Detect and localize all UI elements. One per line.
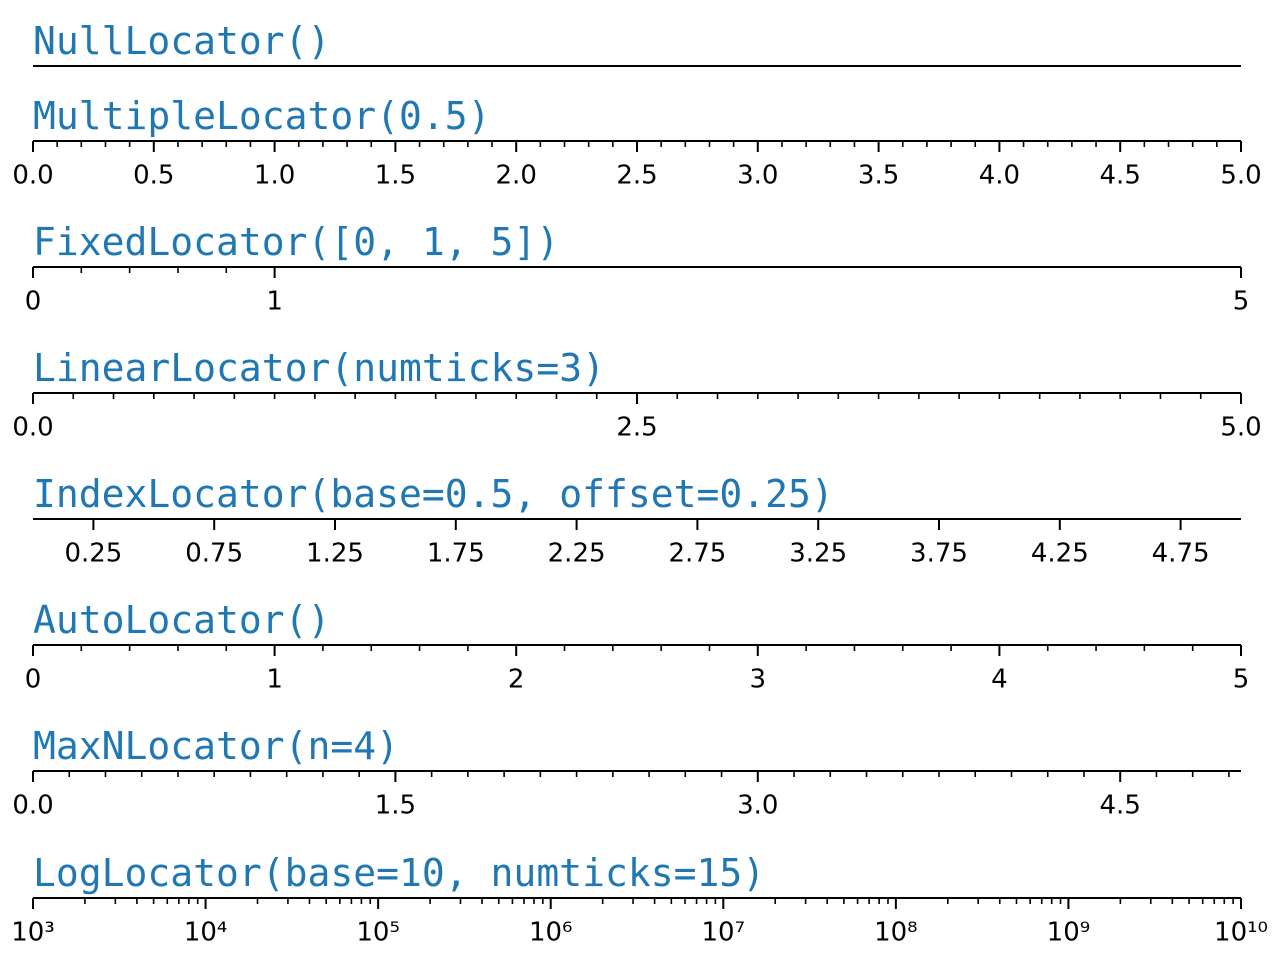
tick-label: 1.25 xyxy=(306,539,364,569)
tick-label: 4 xyxy=(991,665,1008,695)
tick-label: 1 xyxy=(266,287,283,317)
tick-label: 3.5 xyxy=(858,161,899,191)
axis-title: MaxNLocator(n=4) xyxy=(33,724,399,768)
tick-label: 0.25 xyxy=(64,539,122,569)
tick-label: 0.75 xyxy=(185,539,243,569)
tick-label: 10⁷ xyxy=(702,918,746,948)
tick-label: 0.5 xyxy=(133,161,174,191)
tick-label: 4.0 xyxy=(979,161,1020,191)
axis-title: MultipleLocator(0.5) xyxy=(33,94,491,138)
tick-label: 3.0 xyxy=(737,791,778,821)
tick-label: 0 xyxy=(25,665,42,695)
tick-label: 1.5 xyxy=(375,791,416,821)
tick-label: 4.75 xyxy=(1152,539,1210,569)
axis-title: NullLocator() xyxy=(33,19,330,63)
tick-label: 0.0 xyxy=(12,413,53,443)
tick-label: 10⁸ xyxy=(874,918,918,948)
tick-label: 1.75 xyxy=(427,539,485,569)
tick-label: 1.0 xyxy=(254,161,295,191)
tick-label: 5.0 xyxy=(1220,413,1261,443)
axis-title: LinearLocator(numticks=3) xyxy=(33,346,605,390)
tick-label: 10⁴ xyxy=(184,918,228,948)
tick-label: 0 xyxy=(25,287,42,317)
tick-label: 4.5 xyxy=(1100,791,1141,821)
tick-label: 0.0 xyxy=(12,161,53,191)
axis-title: AutoLocator() xyxy=(33,598,330,642)
tick-label: 0.0 xyxy=(12,791,53,821)
tick-label: 4.5 xyxy=(1100,161,1141,191)
tick-label: 2.25 xyxy=(548,539,606,569)
tick-label: 10⁶ xyxy=(529,918,573,948)
tick-label: 10¹⁰ xyxy=(1214,918,1268,948)
tick-label: 10³ xyxy=(11,918,55,948)
tick-label: 5 xyxy=(1233,287,1250,317)
tick-label: 3.0 xyxy=(737,161,778,191)
tick-label: 3 xyxy=(750,665,767,695)
tick-label: 2 xyxy=(508,665,525,695)
axis-title: LogLocator(base=10, numticks=15) xyxy=(33,851,765,895)
tick-label: 3.25 xyxy=(789,539,847,569)
axis-title: FixedLocator([0, 1, 5]) xyxy=(33,220,559,264)
tick-label: 1.5 xyxy=(375,161,416,191)
tick-label: 10⁹ xyxy=(1047,918,1091,948)
tick-label: 4.25 xyxy=(1031,539,1089,569)
tick-label: 3.75 xyxy=(910,539,968,569)
axis-title: IndexLocator(base=0.5, offset=0.25) xyxy=(33,472,834,516)
tick-label: 2.75 xyxy=(668,539,726,569)
tick-label: 2.5 xyxy=(616,161,657,191)
tick-label: 1 xyxy=(266,665,283,695)
tick-label: 2.5 xyxy=(616,413,657,443)
tick-label: 10⁵ xyxy=(356,918,400,948)
tick-label: 5.0 xyxy=(1220,161,1261,191)
tick-label: 2.0 xyxy=(496,161,537,191)
tick-label: 5 xyxy=(1233,665,1250,695)
